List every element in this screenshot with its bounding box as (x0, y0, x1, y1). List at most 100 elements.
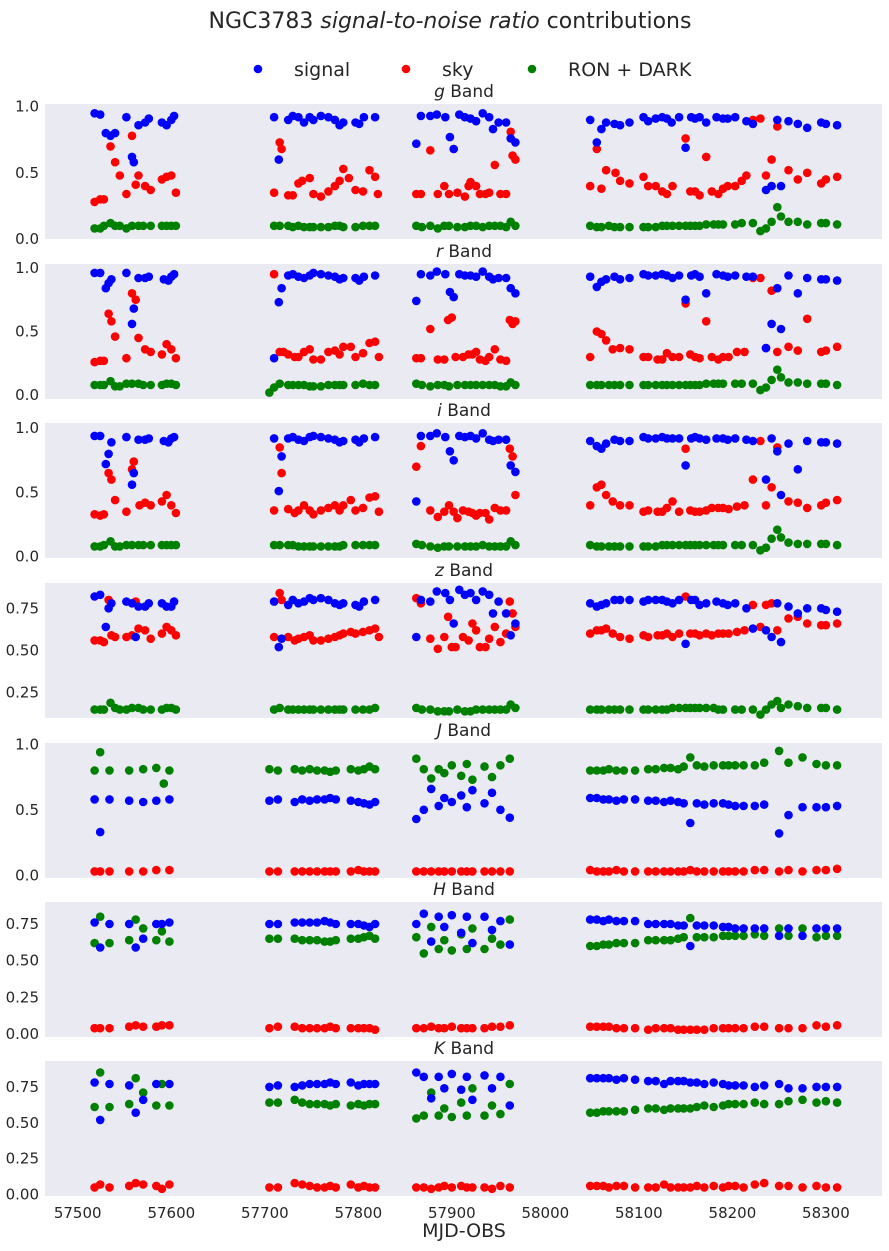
data-point-sky (110, 332, 120, 341)
data-point-ron-dark (748, 705, 758, 714)
data-point-sky (157, 497, 167, 506)
data-point-sky (480, 1183, 489, 1192)
y-tick-label: 0.75 (6, 599, 39, 617)
data-point-ron-dark (737, 540, 746, 550)
data-point-ron-dark (339, 380, 348, 390)
data-point-ron-dark (339, 705, 348, 714)
data-point-sky (508, 452, 517, 461)
data-point-sky (604, 867, 614, 876)
data-point-signal (445, 447, 455, 456)
data-point-sky (798, 1023, 807, 1033)
data-point-sky (662, 503, 672, 513)
data-point-sky (812, 865, 821, 875)
data-point-ron-dark (832, 540, 842, 550)
data-point-signal (456, 791, 466, 800)
data-point-sky (506, 127, 515, 137)
data-point-signal (494, 118, 503, 127)
data-point-signal (432, 110, 442, 119)
data-point-ron-dark (832, 220, 842, 229)
data-point-ron-dark (462, 759, 472, 769)
data-point-signal (101, 459, 111, 469)
data-point-signal (434, 801, 444, 811)
data-point-ron-dark (612, 1107, 621, 1116)
legend-label: signal (294, 59, 350, 81)
data-point-ron-dark (776, 373, 786, 382)
data-point-signal (793, 119, 803, 129)
plot-area (45, 423, 882, 558)
data-point-ron-dark (462, 1111, 472, 1120)
data-point-ron-dark (339, 222, 348, 232)
data-point-signal (761, 626, 771, 635)
data-point-signal (297, 795, 307, 804)
data-point-sky (440, 632, 449, 642)
x-tick-label: 58100 (615, 1204, 663, 1222)
data-point-signal (480, 912, 489, 921)
data-point-sky (505, 1183, 515, 1192)
data-point-signal (585, 915, 595, 924)
data-point-ron-dark (90, 1102, 99, 1112)
y-tick-label: 0.25 (6, 684, 39, 702)
data-point-sky (501, 506, 511, 515)
data-point-sky (732, 502, 742, 511)
data-point-signal (124, 796, 134, 805)
data-point-sky (784, 165, 793, 175)
data-point-signal (312, 1079, 322, 1089)
data-point-ron-dark (456, 1098, 466, 1107)
data-point-signal (274, 642, 284, 652)
data-point-sky (134, 333, 143, 343)
data-point-sky (739, 1183, 748, 1192)
data-point-ron-dark (659, 1105, 669, 1115)
data-point-ron-dark (668, 540, 677, 550)
data-point-signal (359, 272, 369, 282)
data-point-sky (724, 1023, 733, 1033)
data-point-ron-dark (700, 762, 709, 771)
data-point-signal (426, 431, 435, 441)
data-point-signal (129, 468, 139, 478)
data-point-signal (462, 802, 472, 812)
data-point-signal (651, 434, 660, 443)
data-point-signal (269, 597, 279, 606)
data-point-sky (99, 356, 109, 366)
data-point-signal (265, 796, 274, 805)
data-point-signal (445, 132, 455, 142)
data-point-sky (487, 867, 497, 876)
data-point-sky (273, 1183, 283, 1192)
data-point-sky (324, 634, 333, 643)
data-point-sky (339, 342, 348, 352)
data-point-sky (146, 501, 155, 510)
data-point-sky (585, 352, 595, 362)
data-point-ron-dark (718, 540, 728, 550)
x-tick-label: 58200 (709, 1204, 757, 1222)
data-point-signal (359, 434, 369, 443)
data-point-signal (419, 805, 429, 815)
data-point-ron-dark (171, 380, 181, 390)
data-point-signal (157, 919, 167, 929)
data-point-signal (686, 941, 695, 951)
data-point-sky (449, 507, 459, 516)
data-point-sky (511, 155, 520, 164)
data-point-signal (447, 797, 457, 807)
data-point-signal (105, 795, 114, 804)
data-point-sky (269, 632, 279, 642)
data-point-signal (165, 795, 174, 804)
data-point-ron-dark (358, 705, 368, 714)
data-point-signal (784, 271, 793, 280)
data-point-sky (416, 189, 426, 199)
data-point-ron-dark (585, 1108, 595, 1117)
x-tick-label: 57600 (147, 1204, 195, 1222)
data-point-signal (695, 434, 704, 443)
data-point-ron-dark (165, 1101, 174, 1110)
data-point-sky (619, 1023, 629, 1033)
data-point-signal (290, 1082, 300, 1092)
data-point-sky (732, 627, 742, 637)
data-point-signal (821, 802, 831, 812)
data-point-sky (370, 172, 380, 182)
data-point-ron-dark (511, 221, 520, 231)
data-point-sky (695, 191, 704, 200)
data-point-signal (723, 435, 732, 445)
data-point-signal (659, 1079, 669, 1089)
data-point-signal (712, 269, 721, 279)
data-point-signal (426, 111, 435, 121)
